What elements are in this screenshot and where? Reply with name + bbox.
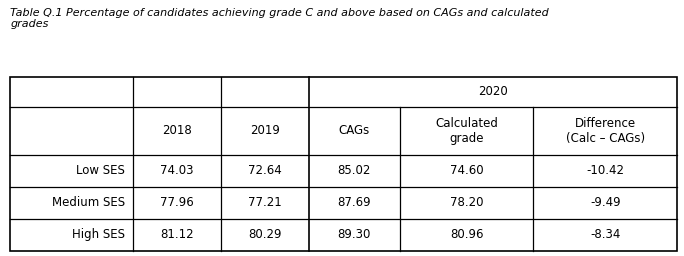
Text: -10.42: -10.42 <box>586 164 624 177</box>
Text: 74.03: 74.03 <box>160 164 194 177</box>
Text: 85.02: 85.02 <box>337 164 371 177</box>
Text: Low SES: Low SES <box>76 164 125 177</box>
Text: 80.29: 80.29 <box>248 228 282 241</box>
Text: 87.69: 87.69 <box>337 196 371 209</box>
Text: 80.96: 80.96 <box>450 228 484 241</box>
Text: 74.60: 74.60 <box>450 164 484 177</box>
Text: Calculated
grade: Calculated grade <box>435 117 498 145</box>
Text: 72.64: 72.64 <box>248 164 282 177</box>
Text: 2019: 2019 <box>250 124 280 137</box>
Text: Medium SES: Medium SES <box>52 196 125 209</box>
Text: CAGs: CAGs <box>339 124 370 137</box>
Text: -8.34: -8.34 <box>590 228 620 241</box>
Text: 78.20: 78.20 <box>450 196 484 209</box>
Text: Difference
(Calc – CAGs): Difference (Calc – CAGs) <box>566 117 645 145</box>
Text: 81.12: 81.12 <box>160 228 194 241</box>
Text: 2020: 2020 <box>478 86 508 98</box>
Text: Table Q.1 Percentage of candidates achieving grade C and above based on CAGs and: Table Q.1 Percentage of candidates achie… <box>10 8 549 29</box>
Text: 89.30: 89.30 <box>337 228 371 241</box>
Text: 77.21: 77.21 <box>248 196 282 209</box>
Text: High SES: High SES <box>72 228 125 241</box>
Text: -9.49: -9.49 <box>590 196 620 209</box>
Text: 2018: 2018 <box>162 124 192 137</box>
Text: 77.96: 77.96 <box>160 196 194 209</box>
